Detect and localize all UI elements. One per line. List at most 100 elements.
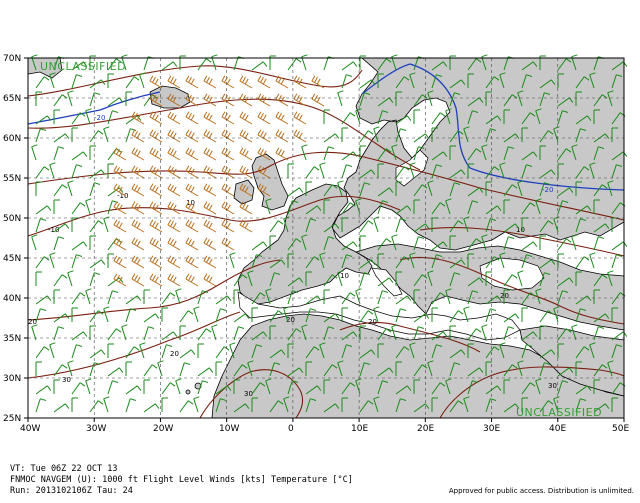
wind-barb <box>607 90 614 107</box>
wind-barb <box>557 328 572 341</box>
wind-barb <box>589 162 596 179</box>
wind-barb <box>539 145 546 160</box>
wind-barb <box>161 292 176 305</box>
wind-barb <box>53 289 60 304</box>
wind-barb <box>539 130 554 143</box>
wind-barb <box>463 126 470 143</box>
map-frame <box>27 57 625 419</box>
wind-barb <box>409 162 416 179</box>
wind-barb <box>71 382 86 395</box>
wind-barb <box>593 364 608 377</box>
wind-barb <box>269 272 281 287</box>
land-southern-europe <box>354 243 625 331</box>
wind-barb <box>395 295 412 305</box>
wind-barb <box>341 254 353 269</box>
wind-barb <box>257 111 271 125</box>
wind-barb <box>283 306 290 323</box>
wind-barb <box>517 360 524 377</box>
wind-barb <box>35 398 47 413</box>
wind-barb <box>449 259 466 269</box>
wind-barb <box>305 385 322 395</box>
wind-barb <box>149 165 163 179</box>
wind-barb <box>341 202 356 215</box>
wind-barb <box>323 146 335 161</box>
wind-barb <box>71 254 83 269</box>
contour-label: 30 <box>62 376 71 384</box>
wind-barb <box>287 277 304 287</box>
wind-barb <box>131 201 145 215</box>
wind-barb <box>107 380 119 395</box>
valid-time: VT: Tue 06Z 22 OCT 13 <box>10 464 118 474</box>
wind-barb <box>463 306 470 323</box>
wind-barb <box>449 362 461 377</box>
wind-barb <box>161 397 168 412</box>
wind-barb <box>89 400 104 413</box>
wind-barb <box>377 73 384 88</box>
wind-barb <box>251 61 268 71</box>
wind-barb <box>521 331 538 341</box>
isotherm-line <box>439 366 625 419</box>
wind-barb <box>53 223 70 233</box>
wind-barb <box>131 219 145 233</box>
wind-barb <box>467 328 482 341</box>
wind-barb <box>167 165 181 179</box>
wind-barb <box>503 236 515 251</box>
wind-barb <box>413 146 425 161</box>
lat-axis: 70N 65N 60N 55N 50N 45N 40N 35N 30N 25N <box>3 54 21 424</box>
wind-barb <box>539 92 551 107</box>
wind-barb <box>197 343 204 358</box>
wind-barb <box>197 58 212 71</box>
wind-barb <box>521 202 536 215</box>
wind-barb <box>89 349 106 359</box>
wind-barb <box>89 259 106 269</box>
wind-barb <box>449 400 464 413</box>
wind-barb <box>611 241 628 251</box>
wind-barb <box>323 184 338 197</box>
wind-barb <box>125 76 140 89</box>
wind-barb <box>467 58 482 71</box>
wind-barb <box>323 364 338 377</box>
wind-barb <box>203 111 217 125</box>
lat-label: 50N <box>3 214 21 224</box>
wind-barb <box>449 130 464 143</box>
wind-barb <box>593 109 600 124</box>
classification-bottom: UNCLASSIFIED <box>516 406 602 419</box>
wind-barb <box>341 307 348 322</box>
wind-barb <box>521 397 528 412</box>
wind-barb <box>149 255 163 269</box>
wind-barb <box>185 93 199 107</box>
wind-barb <box>85 108 92 125</box>
wind-barb <box>535 108 542 125</box>
wind-barb <box>485 218 497 233</box>
wind-barb <box>485 361 492 376</box>
wind-barb <box>251 307 258 322</box>
wind-barb <box>395 91 402 106</box>
wind-barb <box>575 398 587 413</box>
wind-barb <box>107 343 114 358</box>
wind-barb <box>175 288 182 305</box>
wind-barb <box>131 147 145 161</box>
wind-barb <box>125 308 137 323</box>
wind-barb <box>359 169 376 179</box>
wind-barb <box>395 218 407 233</box>
isotherm-line <box>399 256 625 325</box>
wind-barb <box>553 306 560 323</box>
wind-barb <box>499 162 506 179</box>
land-northern-europe <box>331 57 625 251</box>
wind-barb <box>431 241 448 251</box>
wind-barb <box>257 129 271 143</box>
wind-barb <box>35 308 47 323</box>
wind-barb <box>229 252 236 269</box>
wind-barb <box>395 115 412 125</box>
wind-barb <box>341 241 358 251</box>
wind-barb <box>53 364 68 377</box>
contour-label: 10 <box>340 272 349 280</box>
wind-barb <box>35 295 52 305</box>
wind-barb <box>113 273 127 287</box>
wind-barb <box>49 162 56 179</box>
wind-barb <box>287 380 299 395</box>
wind-barb <box>221 201 235 215</box>
wind-barb <box>233 274 248 287</box>
wind-barb <box>85 198 92 215</box>
wind-barb <box>233 364 248 377</box>
